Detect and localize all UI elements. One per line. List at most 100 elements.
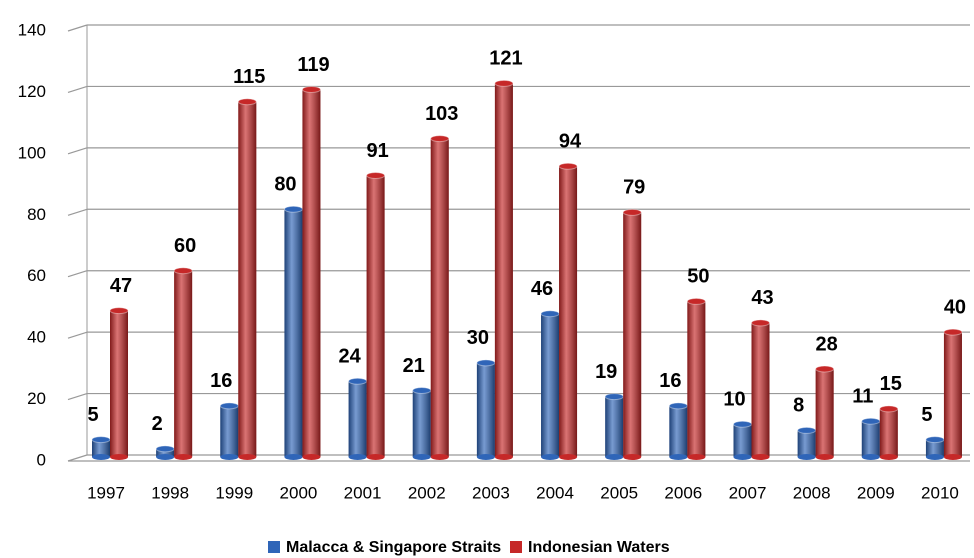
- value-label: 16: [210, 370, 232, 392]
- value-label: 121: [489, 48, 522, 70]
- bar-base: [669, 454, 688, 460]
- bar-base: [925, 454, 944, 460]
- value-label: 50: [687, 266, 709, 288]
- value-label: 119: [297, 54, 329, 76]
- bar: [604, 393, 624, 460]
- bar: [283, 205, 303, 460]
- bar-base: [348, 454, 367, 460]
- bar: [622, 208, 642, 460]
- bar-shade: [623, 212, 642, 457]
- bar-shade: [861, 421, 880, 457]
- bar-base: [110, 454, 128, 460]
- bar-base: [430, 454, 449, 460]
- bar-cap: [494, 79, 514, 87]
- bar-base: [302, 454, 321, 460]
- bar-cap: [622, 208, 642, 216]
- value-label: 115: [233, 66, 265, 88]
- x-tick-label: 2006: [664, 483, 702, 502]
- bar-cap: [91, 436, 111, 444]
- grid-line-side: [67, 85, 88, 94]
- bar-cap: [604, 393, 624, 401]
- bar-cap: [733, 420, 752, 428]
- bar: [558, 162, 578, 460]
- bar-cap: [155, 445, 175, 453]
- bar-cap: [430, 135, 450, 143]
- x-tick-label: 2003: [472, 483, 510, 502]
- grid-line-side: [67, 24, 88, 32]
- grid-line-side: [67, 270, 88, 278]
- y-tick-label: 20: [27, 389, 46, 408]
- bar-base: [623, 454, 642, 460]
- bar-base: [156, 454, 175, 460]
- bar-base: [815, 454, 834, 460]
- bar-cap: [476, 359, 496, 367]
- y-tick-label: 80: [27, 205, 46, 224]
- grid-line-side: [67, 331, 88, 339]
- bar-shade: [302, 89, 321, 457]
- value-label: 43: [751, 287, 773, 309]
- bar: [879, 405, 899, 460]
- bar-base: [797, 454, 816, 460]
- bar-shade: [733, 424, 752, 457]
- bar-base: [238, 454, 257, 460]
- x-tick-label: 2008: [793, 483, 831, 502]
- bar-cap: [861, 417, 881, 425]
- bar: [430, 135, 450, 460]
- bar-cap: [797, 426, 817, 434]
- value-label: 8: [793, 395, 804, 417]
- x-tick-label: 2004: [536, 483, 574, 502]
- x-tick-label: 2000: [280, 483, 318, 502]
- bar-base: [861, 454, 880, 460]
- x-tick-label: 2010: [921, 483, 959, 502]
- bar-shade: [494, 83, 513, 457]
- y-tick-label: 40: [27, 328, 46, 347]
- bar: [815, 365, 835, 460]
- value-label: 15: [880, 373, 902, 395]
- x-tick-label: 1999: [215, 483, 253, 502]
- value-label: 91: [366, 140, 388, 162]
- value-label: 21: [403, 355, 425, 377]
- grid-line-side: [67, 208, 88, 216]
- bar-shade: [687, 301, 706, 457]
- legend-label: Malacca & Singapore Straits: [286, 539, 501, 556]
- value-label: 80: [274, 174, 296, 196]
- bar-cap: [283, 205, 303, 213]
- bar: [109, 307, 129, 460]
- bar: [237, 98, 257, 460]
- bar-shade: [751, 322, 770, 457]
- bar-base: [541, 454, 560, 460]
- y-tick-label: 120: [18, 82, 46, 101]
- bar-shade: [412, 390, 431, 457]
- bar: [494, 79, 514, 460]
- bar-shade: [174, 270, 193, 457]
- bar: [797, 426, 817, 460]
- bar: [668, 402, 688, 460]
- bar: [91, 436, 111, 460]
- bar-base: [687, 454, 706, 460]
- x-tick-label: 2002: [408, 483, 446, 502]
- bar-base: [476, 454, 495, 460]
- legend-swatch: [268, 541, 280, 553]
- grid-line-side: [67, 454, 88, 462]
- value-label: 16: [659, 370, 681, 392]
- x-tick-label: 2007: [729, 483, 767, 502]
- bar: [173, 267, 193, 460]
- bar-shade: [238, 101, 257, 458]
- bar-shade: [476, 362, 495, 457]
- value-label: 30: [467, 327, 489, 349]
- x-tick-label: 1997: [87, 483, 125, 502]
- bar: [540, 310, 560, 460]
- y-tick-label: 140: [18, 20, 46, 39]
- bar-shade: [156, 448, 175, 457]
- value-label: 79: [623, 177, 645, 199]
- legend-label: Indonesian Waters: [528, 539, 670, 556]
- bar-cap: [412, 387, 432, 394]
- bar-shade: [366, 175, 385, 457]
- bar-base: [605, 454, 624, 460]
- bar-base: [751, 454, 770, 460]
- bar-cap: [237, 98, 257, 106]
- bar-shade: [92, 439, 110, 457]
- bar-shade: [541, 313, 560, 457]
- bar-base: [284, 454, 303, 460]
- bar-shade: [605, 396, 624, 457]
